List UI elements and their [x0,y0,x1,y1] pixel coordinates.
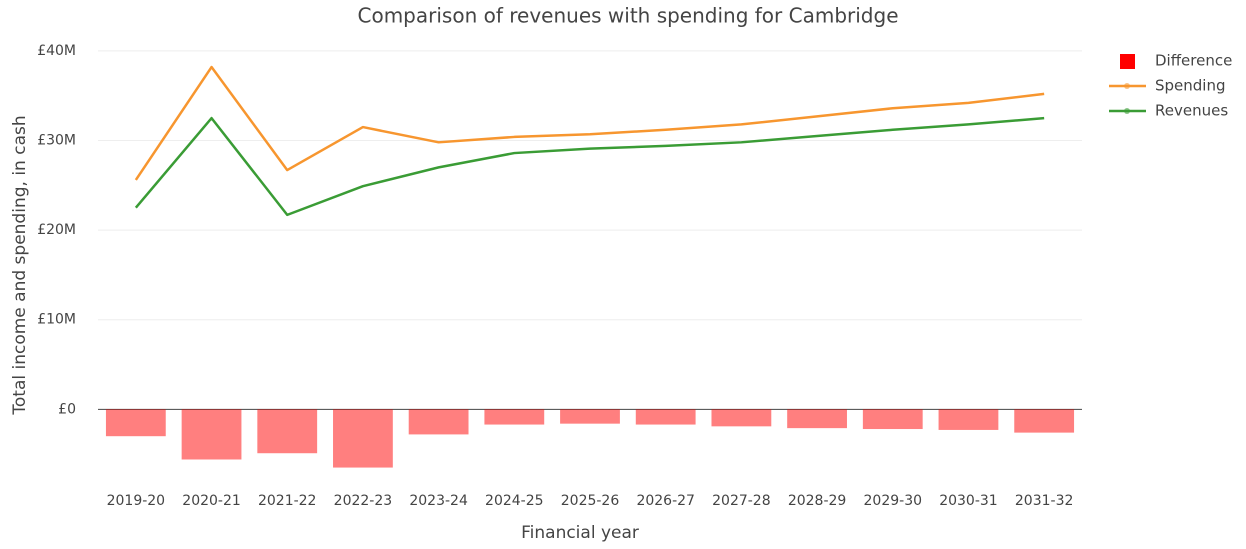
x-tick-label: 2021-22 [258,493,317,509]
x-tick-label: 2031-32 [1015,493,1074,509]
x-tick-label: 2027-28 [712,493,771,509]
line [134,116,1045,217]
x-tick-label: 2022-23 [334,493,393,509]
bar [862,409,923,430]
y-tick-label: £20M [37,222,76,238]
bar [560,409,620,424]
line [134,65,1045,181]
chart-title: Comparison of revenues with spending for… [358,4,899,28]
bar [257,409,318,454]
legend-label: Revenues [1155,102,1228,120]
bar [1014,409,1075,433]
x-tick-label: 2024-25 [485,493,544,509]
x-tick-label: 2030-31 [939,493,998,509]
bar [484,409,545,425]
y-tick-label: £0 [58,401,76,417]
legend-label: Spending [1155,77,1226,95]
bar [711,409,772,427]
legend-swatch [1120,54,1135,69]
x-tick-label: 2029-30 [864,493,923,509]
bar [105,409,166,437]
x-tick-label: 2025-26 [561,493,620,509]
bar [635,409,696,425]
y-axis-title: Total income and spending, in cash [10,115,30,415]
x-tick-label: 2026-27 [636,493,695,509]
y-tick-label: £40M [37,43,76,59]
bar [333,409,393,468]
bar [408,409,469,435]
x-tick-label: 2028-29 [788,493,847,509]
legend-marker [1124,108,1130,114]
x-tick-label: 2019-20 [107,493,166,509]
x-axis-title: Financial year [521,523,639,543]
legend-label: Difference [1155,52,1232,70]
x-tick-label: 2023-24 [409,493,468,509]
legend-marker [1124,83,1130,89]
y-tick-label: £30M [37,133,76,149]
bar [787,409,847,429]
y-tick-label: £10M [37,312,76,328]
bar [938,409,999,430]
bar [181,409,242,460]
x-tick-label: 2020-21 [182,493,241,509]
